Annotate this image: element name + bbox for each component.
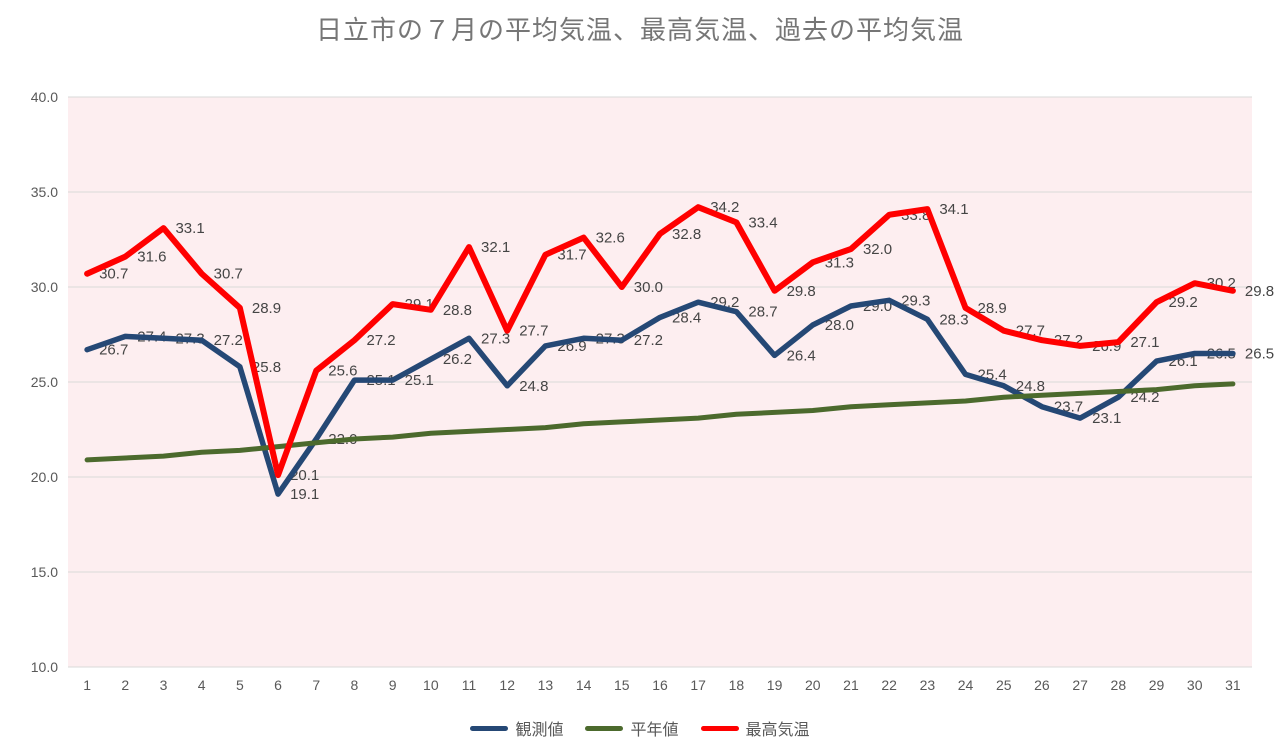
data-label-max: 34.1 <box>939 201 968 218</box>
chart-title: 日立市の７月の平均気温、最高気温、過去の平均気温 <box>315 15 964 45</box>
data-label-observed: 24.8 <box>519 378 548 395</box>
data-label-max: 32.1 <box>481 239 510 256</box>
data-label-max: 28.9 <box>252 300 281 317</box>
legend-item-normal: 平年値 <box>585 716 679 740</box>
x-axis-tick: 17 <box>690 677 706 693</box>
data-label-max: 27.7 <box>519 323 548 340</box>
y-axis-tick: 40.0 <box>31 89 58 105</box>
x-axis-tick: 21 <box>843 677 859 693</box>
x-axis-tick: 27 <box>1072 677 1088 693</box>
data-label-observed: 27.2 <box>634 332 663 349</box>
legend: 観測値 平年値 最高気温 <box>0 716 1280 740</box>
x-axis-tick: 15 <box>614 677 630 693</box>
series-line-normal <box>84 381 1236 463</box>
legend-swatch-max <box>700 725 739 731</box>
y-axis-tick: 30.0 <box>31 279 58 295</box>
x-axis-tick: 6 <box>274 677 282 693</box>
series-line-max <box>84 204 1236 479</box>
data-label-observed: 26.7 <box>99 342 128 359</box>
data-label-observed: 29.3 <box>901 292 930 309</box>
legend-swatch-observed <box>470 725 509 731</box>
x-axis-tick: 31 <box>1225 677 1241 693</box>
data-label-max: 33.4 <box>748 214 777 231</box>
x-axis-tick: 10 <box>423 677 439 693</box>
y-axis-tick: 35.0 <box>31 184 58 200</box>
legend-label-max: 最高気温 <box>745 722 810 739</box>
data-label-observed: 27.3 <box>481 330 510 347</box>
series-line-observed <box>84 297 1236 497</box>
x-axis-tick: 12 <box>499 677 515 693</box>
x-axis-tick: 19 <box>767 677 783 693</box>
data-label-max: 32.8 <box>672 226 701 243</box>
x-axis-tick: 8 <box>351 677 359 693</box>
data-label-observed: 19.1 <box>290 486 319 503</box>
x-axis-tick: 13 <box>538 677 554 693</box>
data-label-max: 32.0 <box>863 241 892 258</box>
legend-label-normal: 平年値 <box>630 722 679 739</box>
data-label-max: 32.6 <box>596 230 625 247</box>
data-label-max: 30.7 <box>214 266 243 283</box>
y-axis-tick: 20.0 <box>31 469 58 485</box>
legend-item-max: 最高気温 <box>700 716 810 740</box>
x-axis-tick: 18 <box>729 677 745 693</box>
data-label-observed: 23.1 <box>1092 410 1121 427</box>
data-label-max: 29.8 <box>1245 283 1274 300</box>
gridlines <box>68 96 1252 668</box>
x-axis-tick: 30 <box>1187 677 1203 693</box>
data-label-observed: 26.4 <box>787 347 816 364</box>
data-label-max: 30.7 <box>99 266 128 283</box>
data-label-max: 30.0 <box>634 279 663 296</box>
data-label-observed: 28.4 <box>672 309 701 326</box>
y-axis: 10.0 15.0 20.0 25.0 30.0 35.0 40.0 <box>31 89 58 675</box>
x-axis-tick: 7 <box>312 677 320 693</box>
x-axis-tick: 25 <box>996 677 1012 693</box>
y-axis-tick: 15.0 <box>31 564 58 580</box>
legend-swatch-normal <box>585 725 624 731</box>
x-axis-tick: 22 <box>881 677 897 693</box>
data-label-observed: 28.3 <box>939 311 968 328</box>
data-label-observed: 24.2 <box>1130 389 1159 406</box>
x-axis-tick: 24 <box>958 677 974 693</box>
x-axis-tick: 2 <box>121 677 129 693</box>
data-label-max: 31.6 <box>137 249 166 266</box>
y-axis-tick: 10.0 <box>31 659 58 675</box>
x-axis-tick: 4 <box>198 677 206 693</box>
x-axis-tick: 11 <box>462 677 477 693</box>
x-axis-tick: 5 <box>236 677 244 693</box>
data-label-observed: 28.7 <box>748 304 777 321</box>
x-axis-tick: 16 <box>652 677 668 693</box>
data-label-max: 31.7 <box>557 247 586 264</box>
x-axis-tick: 23 <box>920 677 936 693</box>
data-label-max: 33.1 <box>175 220 204 237</box>
data-label-max: 20.1 <box>290 467 319 484</box>
data-label-observed: 25.1 <box>405 372 434 389</box>
x-axis-tick: 9 <box>389 677 397 693</box>
data-label-observed: 24.8 <box>1016 378 1045 395</box>
x-axis-tick: 1 <box>83 677 91 693</box>
data-label-max: 25.6 <box>328 363 357 380</box>
data-label-observed: 26.2 <box>443 351 472 368</box>
x-axis-tick: 20 <box>805 677 821 693</box>
x-axis-tick: 26 <box>1034 677 1050 693</box>
x-axis-tick: 14 <box>576 677 592 693</box>
legend-item-observed: 観測値 <box>470 716 563 740</box>
x-axis-tick: 29 <box>1149 677 1165 693</box>
legend-label-observed: 観測値 <box>515 722 564 739</box>
data-label-max: 27.1 <box>1130 334 1159 351</box>
x-axis-tick: 3 <box>160 677 168 693</box>
data-label-observed: 26.5 <box>1245 346 1274 363</box>
data-label-max: 29.8 <box>787 283 816 300</box>
data-label-observed: 27.2 <box>214 332 243 349</box>
y-axis-tick: 25.0 <box>31 374 58 390</box>
data-label-max: 28.9 <box>978 300 1007 317</box>
data-label-max: 28.8 <box>443 302 472 319</box>
data-label-max: 29.2 <box>1169 294 1198 311</box>
data-label-max: 27.2 <box>366 332 395 349</box>
data-label-observed: 28.0 <box>825 317 854 334</box>
x-axis-tick: 28 <box>1111 677 1127 693</box>
data-label-observed: 25.8 <box>252 359 281 376</box>
x-axis: 1 2 3 4 5 6 7 8 9 10 11 12 13 14 15 16 17 18 19 20 21 22 23 24 2… <box>83 677 1241 693</box>
